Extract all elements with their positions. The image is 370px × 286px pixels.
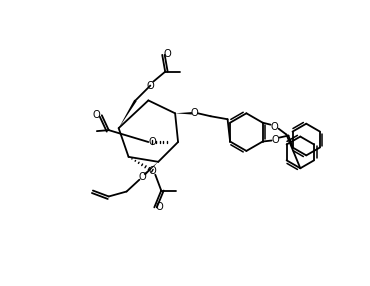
Text: O: O [138,172,146,182]
Text: O: O [272,134,279,144]
Text: O: O [148,137,156,147]
Text: O: O [271,122,279,132]
Text: O: O [148,166,156,176]
Text: O: O [163,49,171,59]
Polygon shape [144,162,158,176]
Polygon shape [119,100,137,128]
Polygon shape [175,112,192,114]
Text: O: O [93,110,101,120]
Text: O: O [155,202,163,212]
Text: O: O [190,108,198,118]
Text: O: O [147,81,154,91]
